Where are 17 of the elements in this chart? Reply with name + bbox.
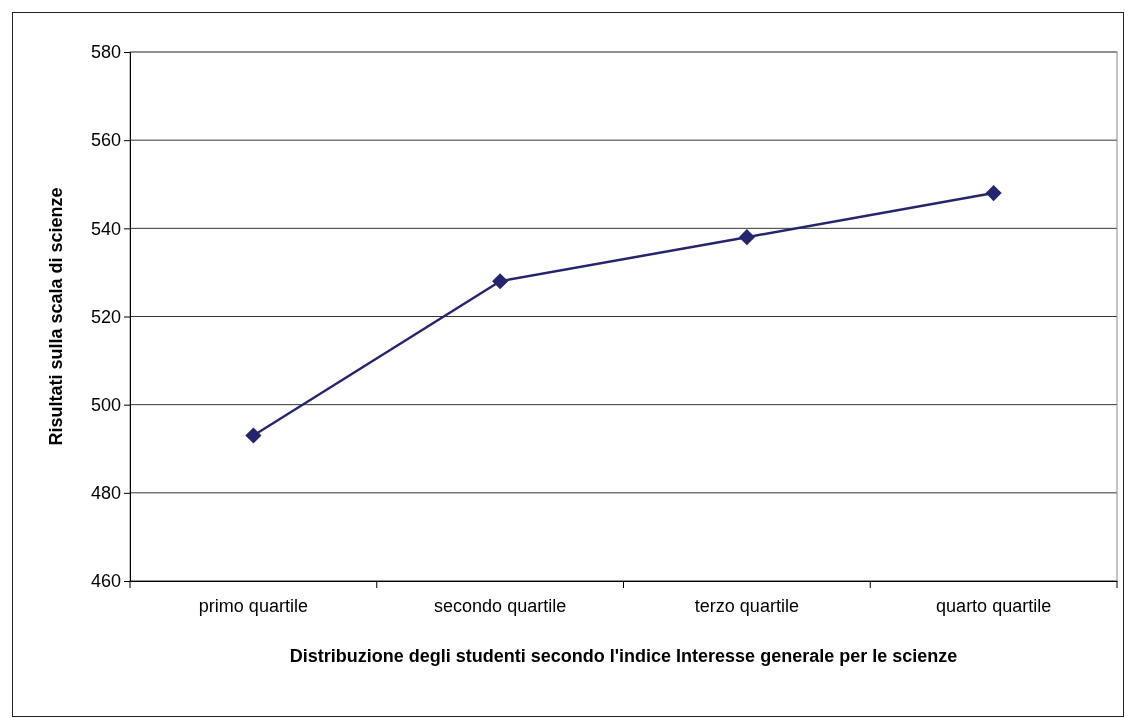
point (492, 273, 509, 290)
y-tick-label: 500 (90, 394, 121, 415)
y-tick-label: 520 (90, 306, 121, 327)
x-axis-title: Distribuzione degli studenti secondo l'indice Interesse generale per le scienze (289, 646, 958, 666)
point (245, 427, 262, 444)
y-axis-title: Risultati sulla scala di scienze (46, 187, 66, 446)
point (985, 185, 1002, 202)
y-tick-label: 540 (90, 218, 121, 239)
x-tick-label: secondo quartile (434, 595, 567, 616)
x-tick-label: primo quartile (198, 595, 308, 616)
point (738, 229, 755, 246)
x-tick-label: quarto quartile (936, 595, 1052, 616)
y-tick-label: 560 (90, 130, 121, 151)
y-tick-label: 460 (90, 571, 121, 592)
y-tick-label: 580 (90, 42, 121, 63)
x-tick-label: terzo quartile (694, 595, 799, 616)
y-tick-label: 480 (90, 483, 121, 504)
